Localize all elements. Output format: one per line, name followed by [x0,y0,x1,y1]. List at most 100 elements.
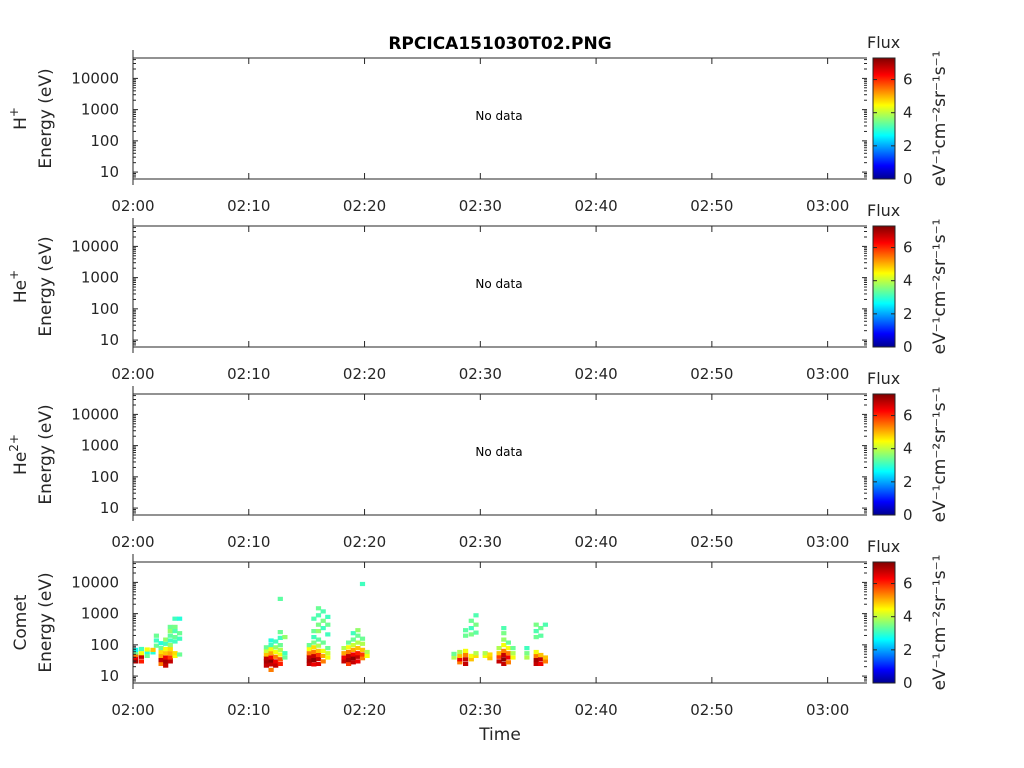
species-label: Comet [11,594,31,650]
colorbar-tick-label: 2 [903,641,913,659]
heatmap-cell [355,659,361,664]
x-tick-label: 02:00 [111,533,154,551]
x-tick-label: 02:50 [690,701,733,719]
heatmap-cell [359,641,366,646]
colorbar-tick-label: 6 [903,71,913,89]
heatmap-cell [538,626,544,631]
heatmap-cell [158,653,164,658]
heatmap-cell [482,653,488,658]
heatmap-cell [364,649,370,655]
heatmap-cell [277,652,283,657]
heatmap-cell [167,624,173,629]
x-tick-label: 02:50 [690,533,733,551]
heatmap-cell [341,655,347,660]
heatmap-cell [306,651,312,656]
y-tick-label: 100 [90,468,119,486]
heatmap-cell [133,650,139,655]
heatmap-cell [533,661,539,666]
heatmap-cell [468,618,474,623]
heatmap-cell [263,652,269,657]
colorbar-tick-label: 0 [903,170,913,188]
heatmap-cell [457,653,463,658]
heatmap-cell [505,660,511,665]
heatmap-cell [273,645,279,650]
heatmap-cell [341,659,347,664]
heatmap-cell [144,653,150,658]
heatmap-cell [268,655,274,660]
x-tick-label: 02:10 [227,701,270,719]
heatmap-cell [167,643,173,648]
heatmap-cell [282,651,288,656]
x-tick-label: 03:00 [806,701,849,719]
heatmap-cell [306,661,312,666]
heatmap-cell [473,622,479,627]
heatmap-cell [268,651,274,656]
panel-3: 02:00 02:10 02:20 02:30 02:40 02:50 03:00 10 100… [7,369,950,551]
heatmap-cell [496,646,502,651]
colorbar-title: Flux [867,201,900,220]
heatmap-cell [320,659,326,664]
heatmap-cell [306,646,312,652]
heatmap-cell [163,646,169,652]
x-tick-label: 02:00 [111,701,154,719]
heatmap-cell [320,653,326,658]
heatmap-cell [268,643,274,648]
x-tick-label: 02:20 [343,701,386,719]
species-charge: + [7,270,21,280]
no-data-message: No data [475,445,522,459]
heatmap-cell [463,628,469,633]
heatmap-cell [505,640,511,645]
heatmap-cell [311,658,317,663]
colorbar-tick-label: 2 [903,137,913,155]
heatmap-cell [350,631,356,636]
heatmap-cell [542,622,548,627]
x-tick-label: 03:00 [806,365,849,383]
heatmap-cell [315,629,322,634]
heatmap-cell [167,638,173,643]
heatmap-cell [350,656,356,661]
colorbar-tick-label: 0 [903,506,913,524]
heatmap-cell [355,654,361,659]
heatmap-cell [268,646,274,652]
heatmap-cell [524,655,530,660]
heatmap-cell [138,654,144,659]
heatmap-cell [167,629,173,634]
heatmap-cell [501,643,507,648]
heatmap-cell [538,633,544,638]
colorbar-title: Flux [867,537,900,556]
x-tick-label: 02:40 [574,365,617,383]
heatmap-cell [158,649,164,655]
heatmap-cell [163,651,169,656]
colorbar-title: Flux [867,33,900,52]
heatmap-cell [282,635,288,640]
colorbar-gradient [872,57,896,180]
heatmap-cell [468,653,474,658]
species-label: He+ [7,270,31,303]
heatmap-cell [315,613,322,618]
heatmap-cell [153,638,159,643]
heatmap-cell [144,649,150,655]
heatmap-cell [172,624,178,629]
heatmap-cell [533,622,539,627]
x-tick-label: 02:20 [343,365,386,383]
colorbar-tick-label: 4 [903,440,913,458]
heatmap-cell [150,647,156,652]
heatmap-cell [263,663,269,668]
no-data-message: No data [475,109,522,123]
heatmap-cell [315,606,322,611]
heatmap-cell [510,655,516,660]
heatmap-cell [501,648,507,653]
heatmap-cell [325,622,331,627]
heatmap-cell [359,581,366,587]
heatmap-cell [346,645,352,650]
panel-1: 02:00 02:10 02:20 02:30 02:40 02:50 03:00 10 100… [7,33,950,215]
species-name: H [11,117,31,130]
heatmap-cell [350,643,356,648]
heatmap-cell [163,659,169,664]
y-tick-label: 10000 [71,237,119,255]
heatmap-cell [533,635,539,640]
x-tick-label: 02:00 [111,197,154,215]
heatmap-cell [524,651,530,656]
colorbar: 0 2 4 6 Flux eV⁻¹cm⁻²sr⁻¹s⁻¹ [867,33,950,188]
